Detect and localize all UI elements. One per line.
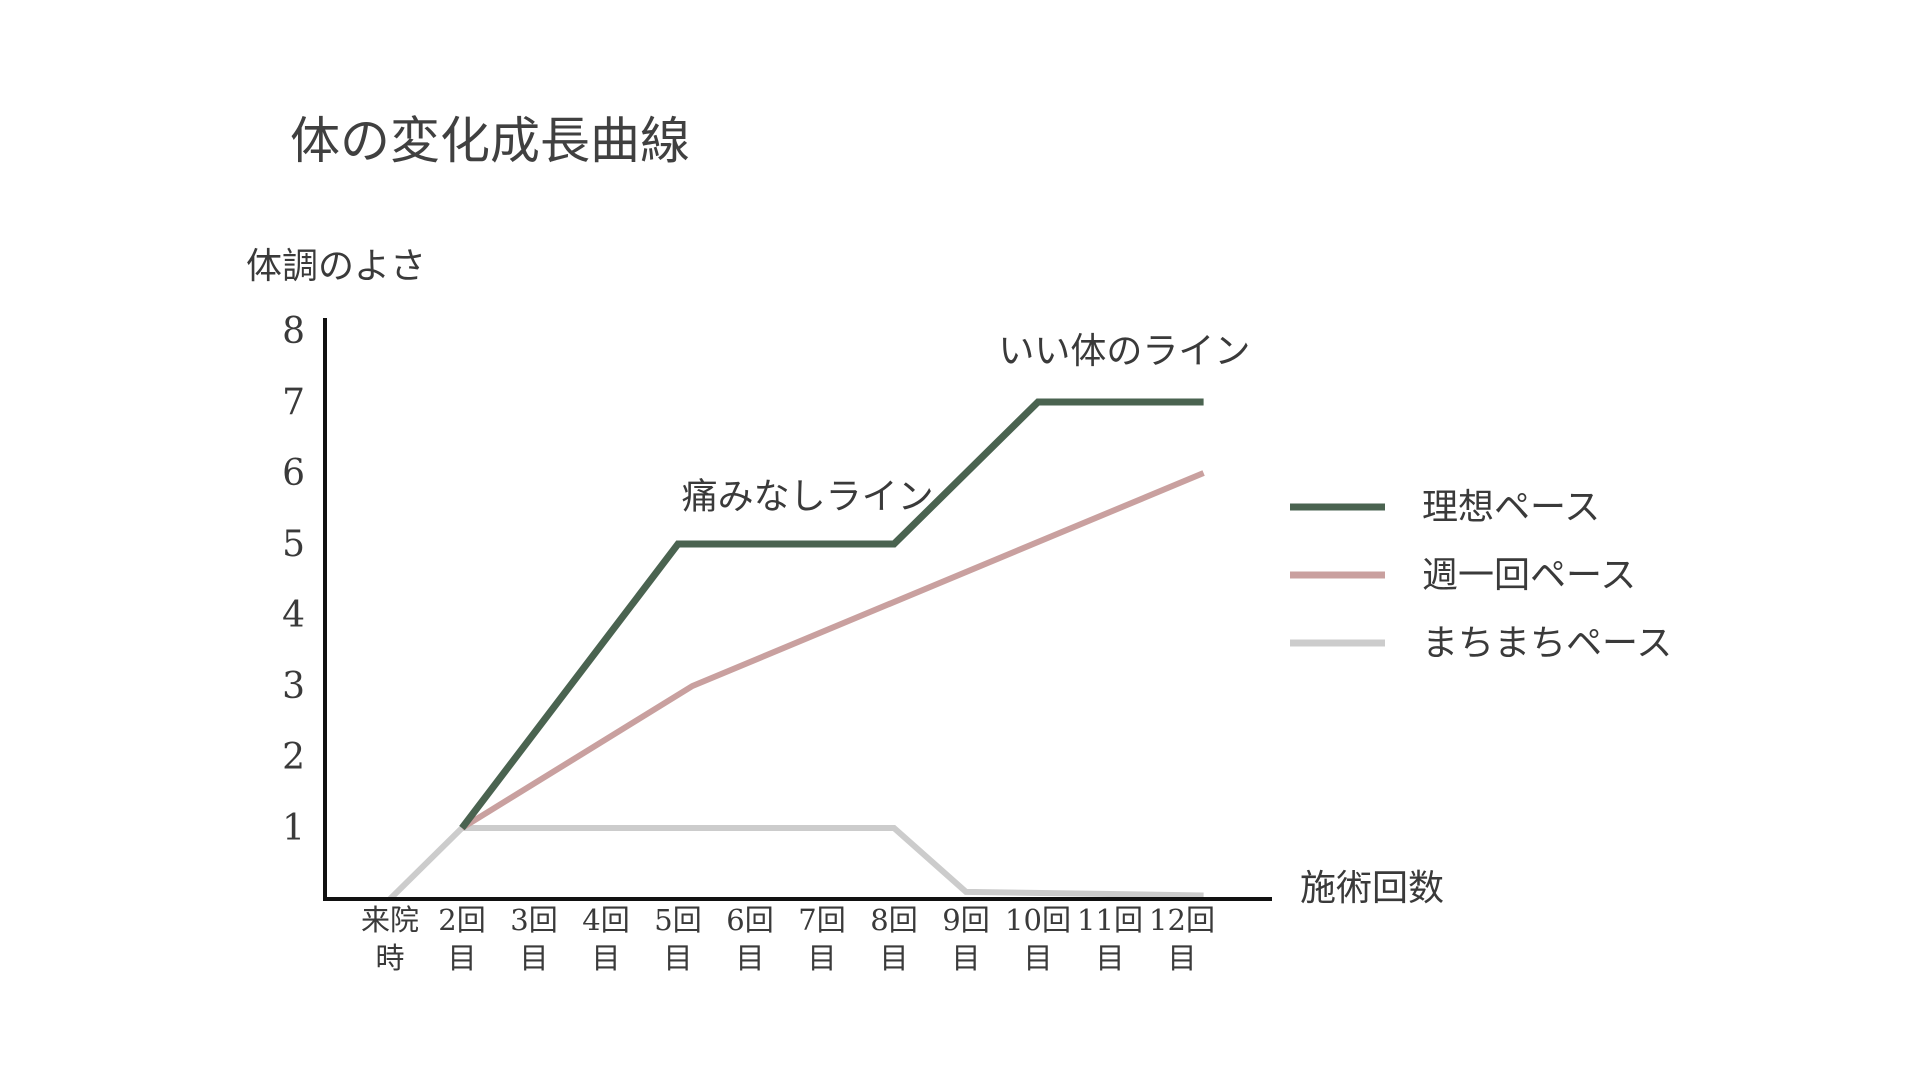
x-tick-label: 8回 [870,903,917,937]
y-tick-label: 5 [282,524,305,565]
x-tick-label-second-line: 目 [879,941,908,975]
y-tick-label: 6 [282,453,305,494]
y-tick-label: 3 [282,666,305,707]
x-tick-label-second-line: 目 [735,941,764,975]
x-tick-label-second-line: 目 [951,941,980,975]
legend-label-0: 理想ペース [1422,487,1600,528]
x-tick-label: 9回 [942,903,989,937]
y-tick-label: 7 [282,382,305,423]
annotation-1: いい体のライン [998,331,1250,372]
x-tick-label-second-line: 目 [591,941,620,975]
y-tick-label: 8 [282,311,305,352]
x-tick-label: 7回 [798,903,845,937]
x-tick-label-second-line: 目 [1095,941,1124,975]
x-tick-label-second-line: 目 [663,941,692,975]
x-tick-label: 11回 [1077,903,1143,937]
x-tick-label: 12回 [1149,903,1215,937]
x-tick-label-second-line: 時 [375,941,404,975]
x-tick-label-second-line: 目 [519,941,548,975]
x-tick-label: 2回 [438,903,485,937]
series-line-0 [459,398,1204,831]
series-line-1 [460,470,1205,831]
x-tick-label: 4回 [582,903,629,937]
annotation-0: 痛みなしライン [682,477,934,518]
x-tick-label-second-line: 目 [807,941,836,975]
y-tick-label: 2 [282,737,305,778]
y-tick-label: 4 [282,595,305,636]
legend-label-2: まちまちペース [1422,623,1672,664]
x-tick-label-second-line: 目 [447,941,476,975]
series-line-2 [387,825,1204,902]
x-axis-label: 施術回数 [1300,868,1444,909]
x-tick-label: 来院 [361,903,419,937]
x-tick-label: 5回 [654,903,701,937]
x-tick-label: 3回 [510,903,557,937]
x-tick-label: 6回 [726,903,773,937]
y-axis-label: 体調のよさ [246,246,426,287]
y-tick-label: 1 [282,808,305,849]
chart-title: 体の変化成長曲線 [290,112,690,170]
x-tick-label-second-line: 目 [1167,941,1196,975]
x-tick-label-second-line: 目 [1023,941,1052,975]
x-tick-label: 10回 [1005,903,1071,937]
legend-label-1: 週一回ペース [1422,555,1636,596]
